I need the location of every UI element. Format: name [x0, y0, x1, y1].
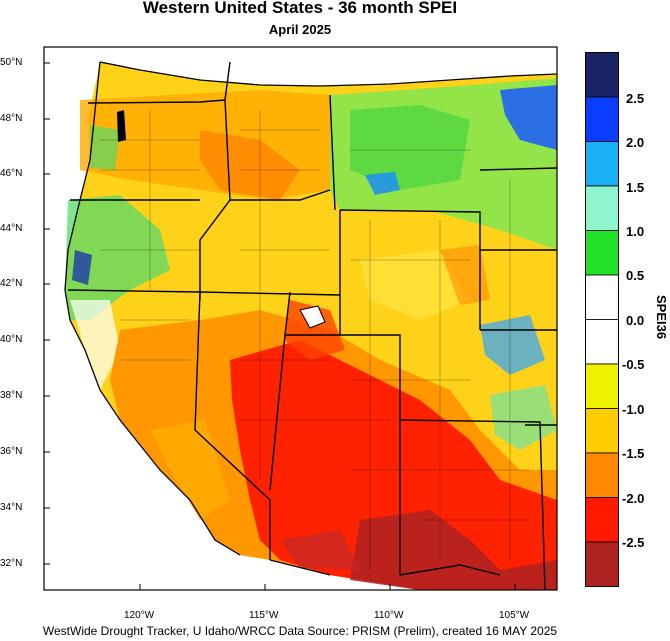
colorbar-label: -2.5 — [622, 535, 645, 550]
lat-label-50: 50°N — [0, 57, 23, 68]
colorbar-swatch — [585, 274, 619, 320]
colorbar — [585, 52, 619, 587]
lat-label-48: 48°N — [0, 113, 23, 124]
footer-credit: WestWide Drought Tracker, U Idaho/WRCC D… — [42, 624, 558, 638]
lat-label-42: 42°N — [0, 278, 23, 289]
colorbar-label: -1.5 — [622, 446, 645, 461]
lat-label-40: 40°N — [0, 334, 23, 345]
lat-label-36: 36°N — [0, 446, 23, 457]
colorbar-label: 0.0 — [626, 313, 645, 328]
colorbar-swatch — [585, 319, 619, 365]
colorbar-swatch — [585, 408, 619, 454]
lon-label-105: 105°W — [499, 610, 530, 621]
colorbar-label: 2.0 — [626, 135, 645, 150]
colorbar-label: -0.5 — [622, 357, 645, 372]
lat-label-34: 34°N — [0, 502, 23, 513]
colorbar-label: 0.5 — [626, 268, 645, 283]
colorbar-swatch — [585, 96, 619, 142]
lat-label-46: 46°N — [0, 168, 23, 179]
map-title: Western United States - 36 month SPEI — [142, 0, 458, 17]
colorbar-label: 1.0 — [626, 224, 645, 239]
colorbar-swatch — [585, 230, 619, 276]
lat-label-38: 38°N — [0, 390, 23, 401]
colorbar-label: -2.0 — [622, 491, 645, 506]
colorbar-label: -1.0 — [622, 402, 645, 417]
colorbar-swatch — [585, 363, 619, 409]
colorbar-swatch — [585, 541, 619, 587]
colorbar-swatch — [585, 185, 619, 231]
colorbar-label: 1.5 — [626, 180, 645, 195]
lat-label-44: 44°N — [0, 223, 23, 234]
lon-label-115: 115°W — [249, 610, 279, 621]
lat-label-32: 32°N — [0, 558, 23, 569]
colorbar-swatch — [585, 52, 619, 98]
colorbar-swatch — [585, 452, 619, 498]
map-subtitle: April 2025 — [268, 22, 332, 37]
spei-field — [44, 47, 557, 590]
lon-label-120: 120°W — [124, 610, 155, 621]
colorbar-swatch — [585, 141, 619, 187]
lon-label-110: 110°W — [374, 610, 404, 621]
map-frame — [43, 46, 558, 591]
colorbar-label: 2.5 — [626, 91, 645, 106]
colorbar-swatch — [585, 497, 619, 543]
colorbar-title: SPEI36 — [654, 295, 669, 340]
